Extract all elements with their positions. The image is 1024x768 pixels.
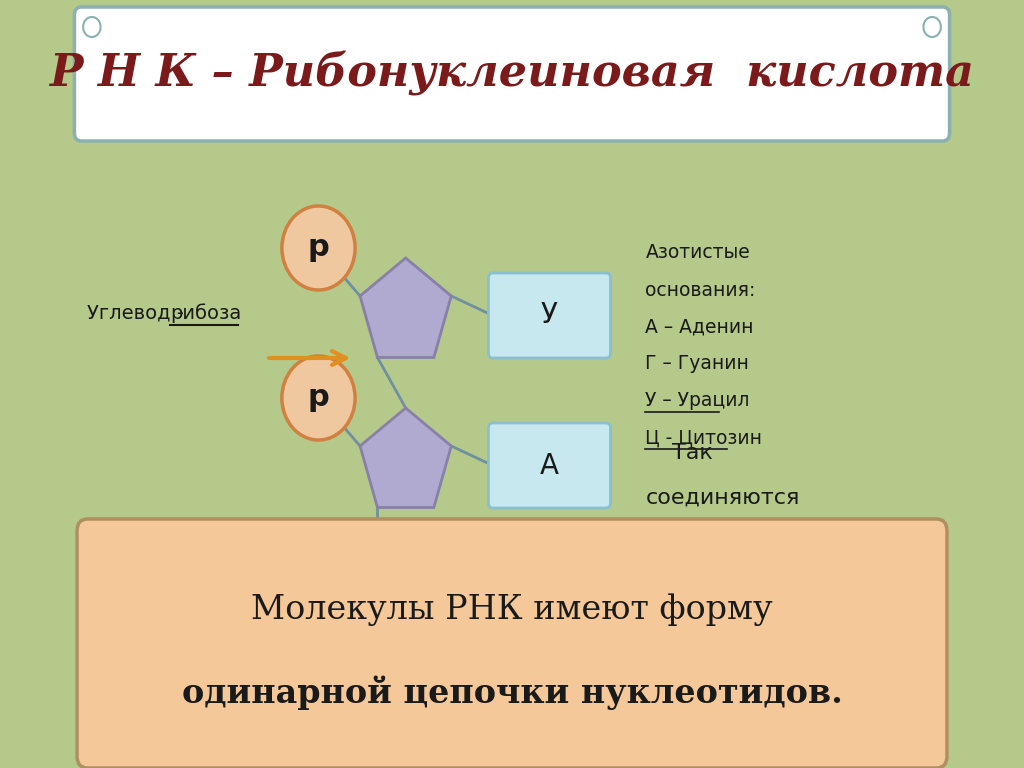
Text: Углевод -: Углевод - xyxy=(87,303,190,323)
Text: р: р xyxy=(307,383,330,412)
Text: Ц - Цитозин: Ц - Цитозин xyxy=(645,429,762,448)
Text: Р Н К – Рибонуклеиновая  кислота: Р Н К – Рибонуклеиновая кислота xyxy=(49,51,975,97)
Text: р: р xyxy=(307,233,330,263)
FancyBboxPatch shape xyxy=(77,519,947,768)
Text: рибоза: рибоза xyxy=(170,303,242,323)
Text: Так: Так xyxy=(672,443,713,463)
Polygon shape xyxy=(360,258,452,357)
Text: У – Урацил: У – Урацил xyxy=(645,392,750,411)
Text: одинарной цепочки нуклеотидов.: одинарной цепочки нуклеотидов. xyxy=(181,676,843,710)
Text: Г – Гуанин: Г – Гуанин xyxy=(645,355,750,373)
Circle shape xyxy=(282,206,355,290)
Text: А – Аденин: А – Аденин xyxy=(645,317,754,336)
Circle shape xyxy=(282,356,355,440)
Text: основания:: основания: xyxy=(645,280,756,300)
Text: А: А xyxy=(540,452,559,479)
Text: Молекулы РНК имеют форму: Молекулы РНК имеют форму xyxy=(251,594,773,626)
FancyBboxPatch shape xyxy=(488,423,610,508)
Text: Азотистые: Азотистые xyxy=(645,243,751,263)
Text: У: У xyxy=(541,302,558,329)
FancyBboxPatch shape xyxy=(488,273,610,358)
Text: соединяются: соединяются xyxy=(645,488,800,508)
Polygon shape xyxy=(360,408,452,508)
FancyBboxPatch shape xyxy=(75,7,949,141)
